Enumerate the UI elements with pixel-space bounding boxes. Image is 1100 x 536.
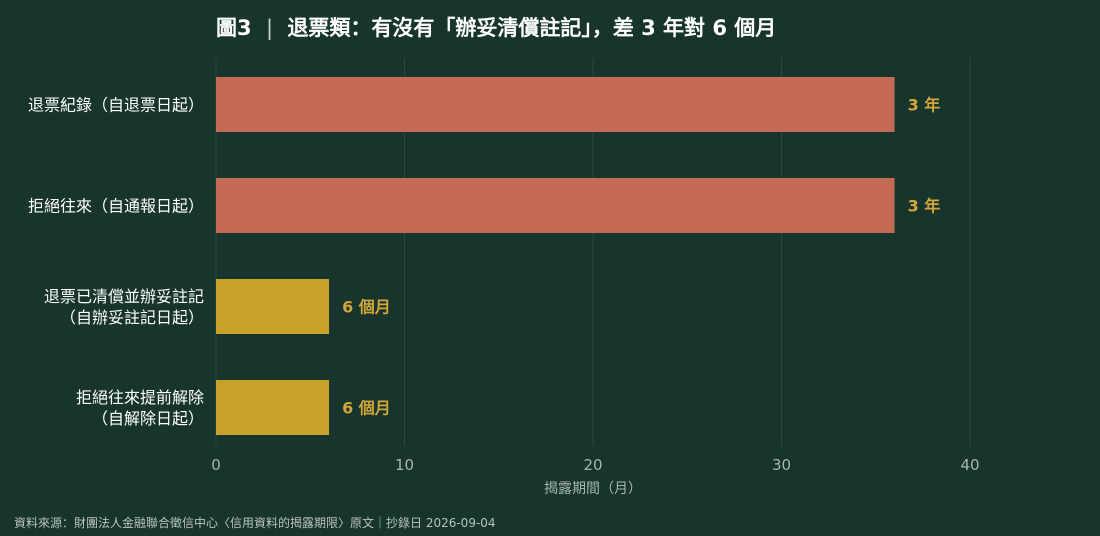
chart-title-separator: | bbox=[266, 16, 273, 41]
bar-3 bbox=[216, 380, 330, 435]
bar-0 bbox=[216, 77, 895, 132]
x-tick-label-1: 10 bbox=[395, 456, 414, 474]
category-label-3-line-1: （自解除日起） bbox=[92, 409, 204, 428]
value-label-1: 3 年 bbox=[908, 197, 941, 216]
category-label-0-line-0: 退票紀錄（自退票日起） bbox=[28, 96, 204, 115]
value-label-2: 6 個月 bbox=[342, 298, 391, 317]
tick-layer: 0 10 20 30 40 bbox=[211, 456, 979, 474]
x-axis-title: 揭露期間（月） bbox=[544, 481, 642, 497]
x-tick-label-3: 30 bbox=[772, 456, 791, 474]
value-label-0: 3 年 bbox=[908, 96, 941, 115]
chart-title: 圖3 | 退票類：有沒有「辦妥清償註記」，差 3 年對 6 個月 bbox=[216, 16, 776, 41]
bar-1 bbox=[216, 178, 895, 233]
category-label-2-line-0: 退票已清償並辦妥註記 bbox=[44, 287, 204, 306]
bar-layer bbox=[216, 77, 895, 435]
category-label-2-line-1: （自辦妥註記日起） bbox=[60, 308, 204, 327]
bar-2 bbox=[216, 279, 330, 334]
chart-title-main: 退票類：有沒有「辦妥清償註記」，差 3 年對 6 個月 bbox=[287, 16, 776, 40]
category-label-3-line-0: 拒絕往來提前解除 bbox=[76, 388, 204, 407]
source-note: 資料來源：財團法人金融聯合徵信中心〈信用資料的揭露期限〉原文｜抄錄日 2026-… bbox=[14, 515, 496, 530]
x-tick-label-0: 0 bbox=[211, 456, 221, 474]
value-label-3: 6 個月 bbox=[342, 399, 391, 418]
category-label-1-line-0: 拒絕往來（自通報日起） bbox=[28, 197, 204, 216]
x-tick-label-2: 20 bbox=[583, 456, 602, 474]
chart-title-prefix: 圖3 bbox=[216, 16, 252, 40]
x-tick-label-4: 40 bbox=[960, 456, 979, 474]
